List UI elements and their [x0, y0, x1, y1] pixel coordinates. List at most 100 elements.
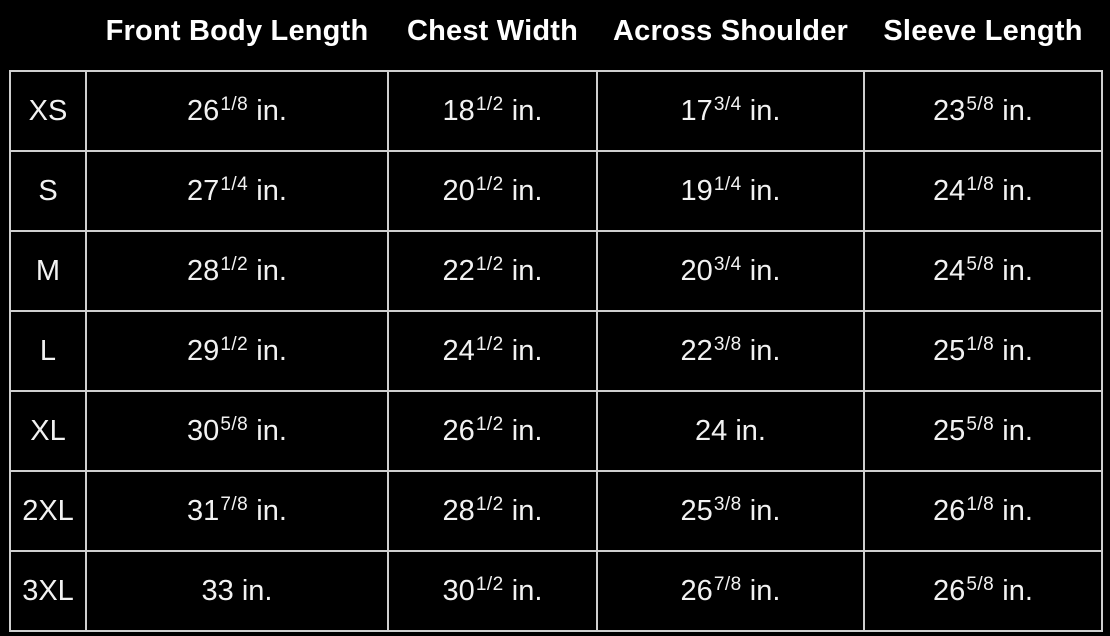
measurement-cell: 33 in.	[85, 550, 389, 632]
measurement-whole: 26	[187, 94, 220, 127]
measurement-fraction: 1/8	[966, 333, 995, 355]
measurement-fraction: 1/2	[475, 253, 504, 275]
measurement-fraction: 7/8	[220, 493, 249, 515]
measurement-unit: in.	[256, 414, 287, 447]
measurement-whole: 31	[187, 494, 220, 527]
measurement-whole: 23	[933, 94, 966, 127]
measurement-whole: 20	[680, 254, 713, 287]
measurement-unit: in.	[256, 494, 287, 527]
measurement-unit: in.	[511, 574, 543, 607]
measurement-whole: 20	[442, 174, 475, 207]
measurement-cell: 253/8 in.	[596, 470, 865, 552]
measurement-cell: 173/4 in.	[596, 70, 865, 152]
size-chart-table: Front Body Length Chest Width Across Sho…	[9, 0, 1103, 632]
measurement-whole: 19	[680, 174, 713, 207]
measurement-unit: in.	[256, 254, 287, 287]
size-label: S	[9, 150, 87, 232]
measurement-unit: in.	[749, 174, 781, 207]
measurement-fraction: 5/8	[220, 413, 249, 435]
measurement-whole: 22	[442, 254, 475, 287]
measurement-fraction: 5/8	[966, 573, 995, 595]
measurement-fraction: 1/8	[220, 93, 249, 115]
measurement-whole: 25	[680, 494, 713, 527]
measurement-unit: in.	[1002, 574, 1033, 607]
measurement-fraction: 1/8	[966, 493, 995, 515]
measurement-fraction: 3/8	[713, 333, 742, 355]
measurement-whole: 24	[933, 174, 966, 207]
measurement-fraction: 1/2	[475, 573, 504, 595]
measurement-whole: 25	[933, 414, 966, 447]
measurement-cell: 181/2 in.	[387, 70, 598, 152]
measurement-unit: in.	[749, 334, 781, 367]
measurement-fraction: 3/4	[713, 93, 742, 115]
corner-cell	[10, 0, 86, 71]
measurement-unit: in.	[511, 414, 543, 447]
measurement-whole: 22	[680, 334, 713, 367]
header-row: Front Body Length Chest Width Across Sho…	[10, 0, 1102, 71]
measurement-unit: in.	[749, 94, 781, 127]
measurement-unit: in.	[511, 94, 543, 127]
measurement-whole: 17	[680, 94, 713, 127]
measurement-whole: 18	[442, 94, 475, 127]
measurement-whole: 33	[201, 574, 234, 607]
measurement-unit: in.	[749, 574, 781, 607]
measurement-cell: 281/2 in.	[85, 230, 389, 312]
measurement-cell: 267/8 in.	[596, 550, 865, 632]
measurement-whole: 26	[933, 574, 966, 607]
table-body: XS 261/8 in. 181/2 in. 173/4 in. 235/8 in. S 271/4…	[9, 70, 1103, 632]
measurement-fraction: 1/4	[220, 173, 249, 195]
measurement-cell: 245/8 in.	[863, 230, 1103, 312]
measurement-whole: 28	[442, 494, 475, 527]
measurement-unit: in.	[256, 174, 287, 207]
size-label: M	[9, 230, 87, 312]
measurement-cell: 201/2 in.	[387, 150, 598, 232]
measurement-unit: in.	[749, 254, 781, 287]
table-row: XS 261/8 in. 181/2 in. 173/4 in. 235/8 in.	[9, 70, 1103, 152]
measurement-whole: 26	[933, 494, 966, 527]
measurement-fraction: 3/8	[713, 493, 742, 515]
size-label: 3XL	[9, 550, 87, 632]
measurement-cell: 305/8 in.	[85, 390, 389, 472]
column-header-sleeve-length: Sleeve Length	[883, 14, 1083, 47]
size-label: 2XL	[9, 470, 87, 552]
measurement-fraction: 1/4	[713, 173, 742, 195]
measurement-unit: in.	[749, 494, 781, 527]
measurement-unit: in.	[1002, 94, 1033, 127]
column-header-front-body-length: Front Body Length	[105, 14, 369, 47]
table-row: XL 305/8 in. 261/2 in. 24 in. 255/8 in.	[9, 390, 1103, 472]
measurement-whole: 27	[187, 174, 220, 207]
measurement-whole: 24	[933, 254, 966, 287]
measurement-cell: 265/8 in.	[863, 550, 1103, 632]
measurement-unit: in.	[1002, 254, 1033, 287]
column-header-chest-width: Chest Width	[406, 14, 579, 47]
table-row: 3XL 33 in. 301/2 in. 267/8 in. 265/8 in.	[9, 550, 1103, 632]
column-header-across-shoulder: Across Shoulder	[612, 14, 849, 47]
measurement-cell: 221/2 in.	[387, 230, 598, 312]
measurement-whole: 24	[442, 334, 475, 367]
measurement-whole: 24	[695, 414, 728, 447]
measurement-cell: 255/8 in.	[863, 390, 1103, 472]
measurement-whole: 28	[187, 254, 220, 287]
size-label: XL	[9, 390, 87, 472]
measurement-unit: in.	[511, 174, 543, 207]
table-row: L 291/2 in. 241/2 in. 223/8 in. 251/8 in.	[9, 310, 1103, 392]
table-row: S 271/4 in. 201/2 in. 191/4 in. 241/8 in.	[9, 150, 1103, 232]
measurement-cell: 301/2 in.	[387, 550, 598, 632]
measurement-cell: 261/8 in.	[85, 70, 389, 152]
measurement-fraction: 1/2	[220, 253, 249, 275]
measurement-fraction: 1/2	[475, 413, 504, 435]
measurement-unit: in.	[256, 94, 287, 127]
measurement-cell: 24 in.	[596, 390, 865, 472]
measurement-cell: 241/8 in.	[863, 150, 1103, 232]
measurement-fraction: 1/8	[966, 173, 995, 195]
measurement-cell: 241/2 in.	[387, 310, 598, 392]
measurement-whole: 26	[680, 574, 713, 607]
measurement-fraction: 1/2	[475, 173, 504, 195]
measurement-cell: 281/2 in.	[387, 470, 598, 552]
measurement-cell: 291/2 in.	[85, 310, 389, 392]
size-label: XS	[9, 70, 87, 152]
size-label: L	[9, 310, 87, 392]
table-row: M 281/2 in. 221/2 in. 203/4 in. 245/8 in.	[9, 230, 1103, 312]
measurement-fraction: 5/8	[966, 253, 995, 275]
measurement-fraction: 3/4	[713, 253, 742, 275]
